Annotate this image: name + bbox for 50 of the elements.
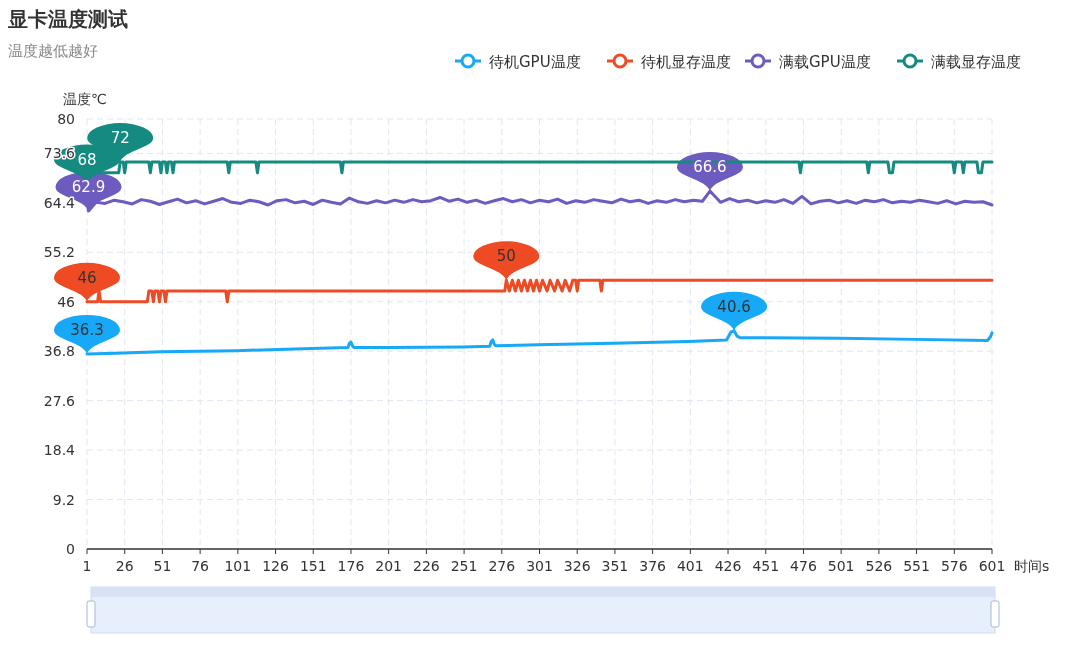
x-tick-label: 101 <box>224 558 252 574</box>
annotation: 72 <box>110 129 130 147</box>
y-tick-label: 9.2 <box>52 491 75 508</box>
x-tick-label: 326 <box>563 558 591 574</box>
x-tick-label: 226 <box>413 558 440 574</box>
x-tick-label: 251 <box>450 558 478 574</box>
x-tick-label: 51 <box>153 558 172 574</box>
x-tick-label: 401 <box>676 558 704 574</box>
y-tick-label: 36.8 <box>43 343 75 360</box>
annotation: 66.6 <box>693 158 727 177</box>
x-tick-label: 476 <box>790 558 817 574</box>
y-tick-label: 27.6 <box>43 392 76 409</box>
legend-label: 待机显存温度 <box>641 53 731 71</box>
annotation: 50 <box>496 247 516 266</box>
x-tick-label: 26 <box>115 558 134 574</box>
annotation: 36.3 <box>70 320 104 339</box>
y-tick-label: 46 <box>57 293 76 310</box>
y-axis-title: 温度℃ <box>63 91 107 107</box>
chart-subtitle: 温度越低越好 <box>8 42 98 60</box>
x-tick-label: 276 <box>488 558 516 574</box>
y-tick-label: 80 <box>57 111 75 127</box>
x-tick-label: 76 <box>191 558 210 574</box>
x-tick-label: 526 <box>865 558 893 574</box>
x-tick-label: 351 <box>601 558 629 574</box>
x-tick-label: 1 <box>82 558 92 574</box>
legend-label: 满载GPU温度 <box>779 53 871 71</box>
annotation: 68 <box>77 150 97 169</box>
chart-title: 显卡温度测试 <box>7 7 128 31</box>
x-tick-label: 376 <box>639 558 667 574</box>
annotation: 62.9 <box>71 177 106 196</box>
x-tick-label: 151 <box>299 558 327 574</box>
x-tick-label: 451 <box>752 558 780 574</box>
y-tick-label: 64.4 <box>43 194 76 211</box>
y-tick-label: 0 <box>66 541 75 557</box>
x-tick-label: 501 <box>827 558 855 574</box>
x-tick-label: 201 <box>375 558 403 574</box>
legend-label: 待机GPU温度 <box>489 53 581 71</box>
x-tick-label: 301 <box>526 558 553 574</box>
annotation: 46 <box>77 268 97 287</box>
x-tick-label: 176 <box>337 558 365 574</box>
x-tick-label: 601 <box>978 558 1006 574</box>
x-tick-label: 126 <box>262 558 289 574</box>
x-axis-title: 时间s <box>1014 558 1050 574</box>
y-tick-label: 18.4 <box>43 442 76 459</box>
y-tick-label: 55.2 <box>43 244 75 261</box>
x-tick-label: 551 <box>903 558 930 574</box>
x-tick-label: 426 <box>714 558 742 574</box>
annotation: 40.6 <box>717 297 751 316</box>
legend-label: 满载显存温度 <box>931 53 1021 71</box>
x-tick-label: 576 <box>940 558 968 574</box>
